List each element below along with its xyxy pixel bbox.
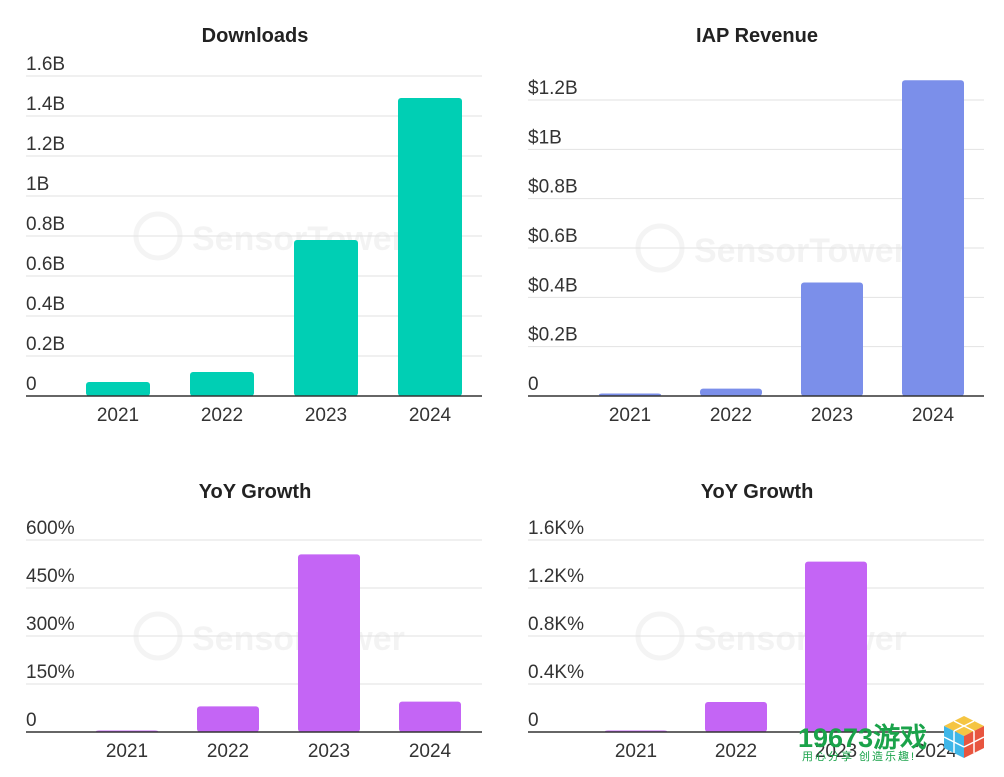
y-tick-label: 1.2B [26,134,65,155]
bar-2024 [902,80,964,397]
iap-revenue-chart: SensorTower IAP Revenue 0 $0.2B $0.4B $0.6B $0… [528,25,984,426]
chart-title: YoY Growth [701,481,814,503]
bar-2022 [190,372,254,396]
y-tick-label: 0 [528,710,539,731]
bar-2023 [801,282,863,396]
bar-2023 [294,240,358,396]
bar-2023 [805,561,867,732]
bar-2021 [86,382,150,396]
y-tick-label: 0 [528,374,539,395]
bar-2022 [700,388,762,396]
y-tick-label: 600% [26,518,75,539]
downloads-chart: SensorTowerDownloads00.2B0.4B0.6B0.8B1B1… [26,25,482,426]
y-tick-label: $0.4B [528,275,578,296]
bar-2022 [705,702,767,732]
y-tick-label: 1.4B [26,94,65,115]
y-tick-label: 0.4K% [528,662,584,683]
bar-2024 [399,701,461,732]
y-tick-label: 0.8B [26,214,65,235]
chart-title: IAP Revenue [696,25,818,47]
x-tick-label: 2021 [609,405,651,426]
chart-title: YoY Growth [199,481,312,503]
y-tick-label: 1.6B [26,54,65,75]
x-tick-label: 2024 [409,741,452,762]
y-tick-label: 0.4B [26,294,65,315]
logo-text: 19673游戏 [798,723,928,753]
watermark-text: SensorTower [694,620,907,658]
x-tick-label: 2023 [811,405,853,426]
bar-2023 [298,554,360,732]
y-tick-label: $1B [528,127,562,148]
x-tick-label: 2023 [308,741,350,762]
yoy-growth-revenue-chart: SensorTower YoY Growth 0 0.4K% 0.8K% 1.2K% 1.6… [528,481,984,762]
x-tick-label: 2024 [912,405,955,426]
logo-subtitle: 用心分享 创造乐趣! [802,751,917,763]
y-tick-label: 0.6B [26,254,65,275]
y-tick-label: 1.2K% [528,566,584,587]
y-tick-label: 0 [26,374,37,395]
y-tick-label: 1.6K% [528,518,584,539]
x-tick-label: 2023 [815,741,857,762]
x-tick-label: 2024 [409,405,452,426]
y-tick-label: $0.6B [528,226,578,247]
cube-icon [943,716,985,758]
y-tick-label: $0.8B [528,177,578,198]
site-logo: 19673游戏 用心分享 创造乐趣! [792,712,992,772]
y-tick-label: 0 [26,710,37,731]
y-tick-label: 0.2B [26,334,65,355]
chart-title: Downloads [202,25,309,47]
x-tick-label: 2022 [710,405,752,426]
y-tick-label: $1.2B [528,78,578,99]
y-tick-label: 150% [26,662,75,683]
x-tick-label: 2022 [201,405,243,426]
x-tick-label: 2021 [615,741,657,762]
x-tick-label: 2022 [207,741,249,762]
bar-2024 [398,98,462,396]
bar-2022 [197,706,259,732]
watermark-text: SensorTower [694,232,907,270]
x-tick-label: 2023 [305,405,347,426]
x-tick-label: 2021 [106,741,148,762]
y-tick-label: 450% [26,566,75,587]
y-tick-label: 1B [26,174,49,195]
x-tick-label: 2021 [97,405,139,426]
y-tick-label: 300% [26,614,75,635]
x-tick-label: 2022 [715,741,757,762]
y-tick-label: $0.2B [528,325,578,346]
yoy-growth-downloads-chart: SensorTowerYoY Growth0150%300%450%600%20… [26,481,482,762]
y-tick-label: 0.8K% [528,614,584,635]
